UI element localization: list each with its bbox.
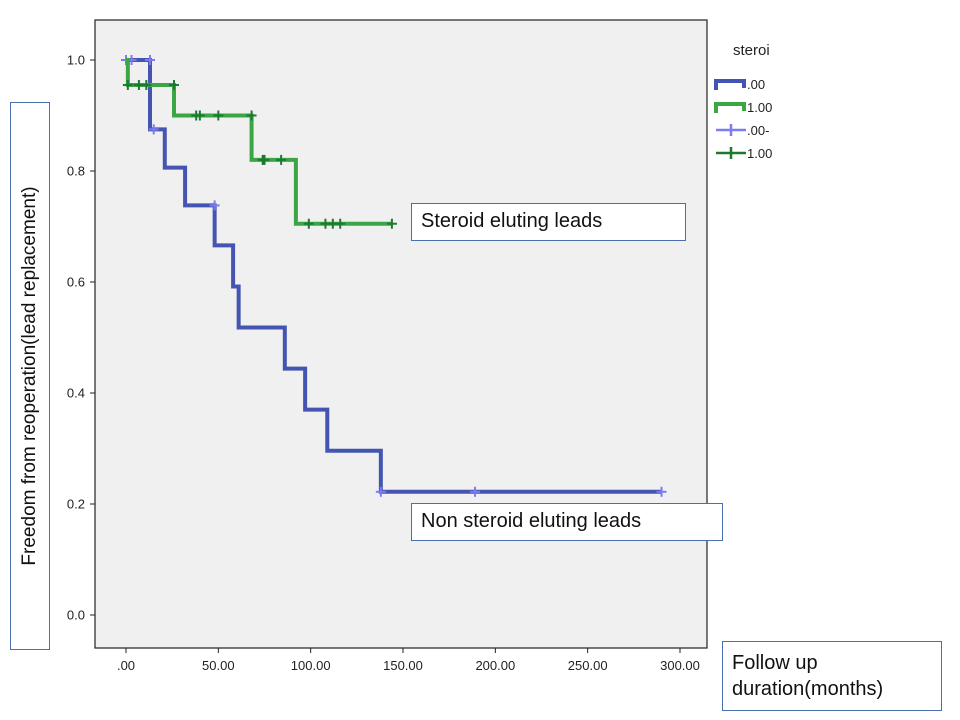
legend-label: .00-: [747, 123, 769, 138]
x-tick-label: 200.00: [475, 658, 515, 673]
legend-label: .00: [747, 77, 765, 92]
legend-entry: 1.00: [716, 146, 772, 161]
y-tick-label: 0.2: [67, 497, 85, 512]
censor-mark-1: [386, 218, 397, 229]
censor-mark-1: [141, 79, 152, 90]
censor-mark-0: [656, 486, 667, 497]
y-tick-label: 0.0: [67, 608, 85, 623]
y-axis-label: Freedom from reoperation(lead replacemen…: [19, 186, 40, 566]
x-tick-label: 100.00: [291, 658, 331, 673]
censor-mark-1: [213, 110, 224, 121]
series-layer: [121, 55, 667, 497]
y-tick-label: 0.8: [67, 164, 85, 179]
x-tick-label: 150.00: [383, 658, 423, 673]
censor-mark-1: [335, 218, 346, 229]
censor-mark-0: [470, 486, 481, 497]
x-axis-label-box: Follow up duration(months): [722, 641, 942, 711]
censor-mark-0: [145, 55, 156, 65]
y-tick-label: 0.4: [67, 386, 85, 401]
censor-mark-1: [169, 79, 180, 90]
censor-mark-1: [122, 79, 133, 90]
censor-mark-1: [303, 218, 314, 229]
censor-mark-0: [148, 124, 159, 135]
plot-area: [94, 19, 708, 649]
nonsteroid-series-label: Non steroid eluting leads: [411, 503, 723, 541]
steroid-series-label: Steroid eluting leads: [411, 203, 686, 241]
y-axis-label-box: Freedom from reoperation(lead replacemen…: [10, 102, 50, 650]
x-tick-label: 300.00: [660, 658, 700, 673]
legend-entry: 1.00: [714, 100, 772, 115]
legend-label: 1.00: [747, 100, 772, 115]
survival-curve-1: [125, 58, 392, 226]
censor-mark-1: [246, 110, 257, 121]
censor-mark-1: [259, 154, 270, 165]
survival-curve-0: [126, 58, 662, 494]
legend-entry: .00-: [716, 123, 769, 138]
legend-entry: .00: [714, 77, 765, 92]
x-axis-label-line2: duration(months): [732, 678, 884, 700]
x-tick-label: .00: [117, 658, 135, 673]
y-tick-label: 1.0: [67, 53, 85, 68]
censor-mark-1: [276, 154, 287, 165]
y-tick-label: 0.6: [67, 275, 85, 290]
axes: 0.0 0.2 0.4 0.6 0.8 1.0 .00 50.00 100.00 150.00 20…: [67, 53, 700, 674]
legend-swatch: [714, 79, 746, 90]
legend-swatch: [714, 102, 746, 113]
x-tick-label: 50.00: [202, 658, 235, 673]
legend-label: 1.00: [747, 146, 772, 161]
censor-mark-1: [194, 110, 205, 121]
x-tick-label: 250.00: [568, 658, 608, 673]
censor-mark-0: [375, 486, 386, 497]
x-axis-label-line1: Follow up: [732, 652, 818, 674]
legend: steroi .00 1.00 .00- 1.00: [714, 42, 772, 161]
censor-mark-0: [209, 200, 220, 211]
legend-title: steroi: [733, 42, 770, 59]
